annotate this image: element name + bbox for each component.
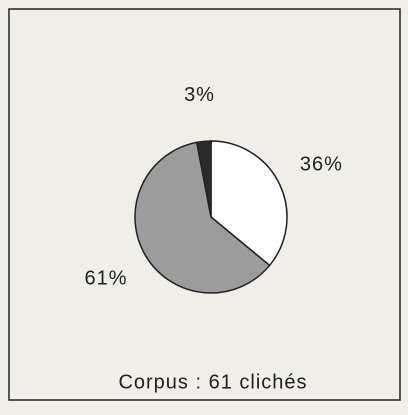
caption: Corpus : 61 clichés (118, 371, 307, 393)
slice-label: 36% (300, 153, 343, 175)
slice-label: 3% (184, 84, 215, 106)
pie-slice (134, 141, 271, 294)
frame (8, 8, 401, 401)
pie-slice (195, 140, 212, 218)
pie-slice (210, 140, 288, 267)
slice-label: 61% (84, 267, 127, 289)
